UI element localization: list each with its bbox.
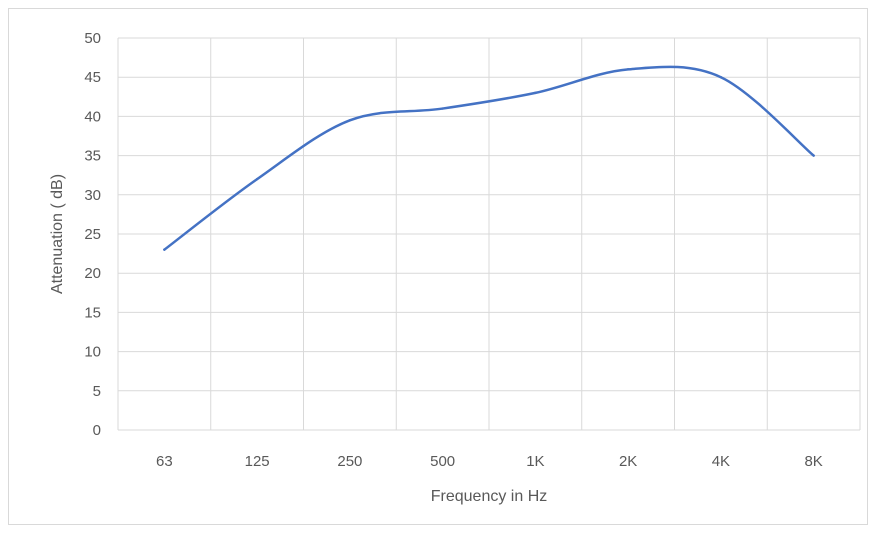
x-tick-label: 63 xyxy=(156,453,173,470)
y-tick-label: 40 xyxy=(84,108,101,125)
x-tick-label: 2K xyxy=(619,453,637,470)
data-point xyxy=(812,154,815,157)
y-tick-label: 25 xyxy=(84,226,101,243)
data-point xyxy=(163,248,166,251)
y-tick-label: 5 xyxy=(93,383,101,400)
data-point xyxy=(719,76,723,79)
data-point xyxy=(348,119,352,122)
data-point xyxy=(534,91,537,95)
x-tick-label: 4K xyxy=(712,453,730,470)
series-layer xyxy=(163,65,815,251)
y-tick-label: 20 xyxy=(84,265,101,282)
y-axis-title: Attenuation ( dB) xyxy=(49,174,66,294)
grid-layer xyxy=(117,37,861,431)
y-tick-label: 35 xyxy=(84,148,101,165)
x-axis-title: Frequency in Hz xyxy=(431,488,548,505)
y-tick-label: 15 xyxy=(84,304,101,321)
y-tick-labels: 0 5 10 15 20 25 30 35 40 45 50 xyxy=(84,30,101,439)
y-tick-label: 50 xyxy=(84,30,101,47)
y-tick-label: 10 xyxy=(84,344,101,361)
data-point xyxy=(255,177,259,181)
data-point xyxy=(441,107,444,110)
y-tick-label: 0 xyxy=(93,422,101,439)
x-tick-label: 8K xyxy=(804,453,822,470)
x-tick-label: 1K xyxy=(526,453,544,470)
x-tick-label: 250 xyxy=(337,453,362,470)
x-tick-label: 500 xyxy=(430,453,455,470)
y-tick-label: 45 xyxy=(84,69,101,86)
y-tick-label: 30 xyxy=(84,187,101,204)
x-tick-labels: 63 125 250 500 1K 2K 4K 8K xyxy=(156,453,823,470)
chart-frame xyxy=(8,8,868,525)
data-point xyxy=(626,68,630,71)
x-tick-label: 125 xyxy=(245,453,270,470)
